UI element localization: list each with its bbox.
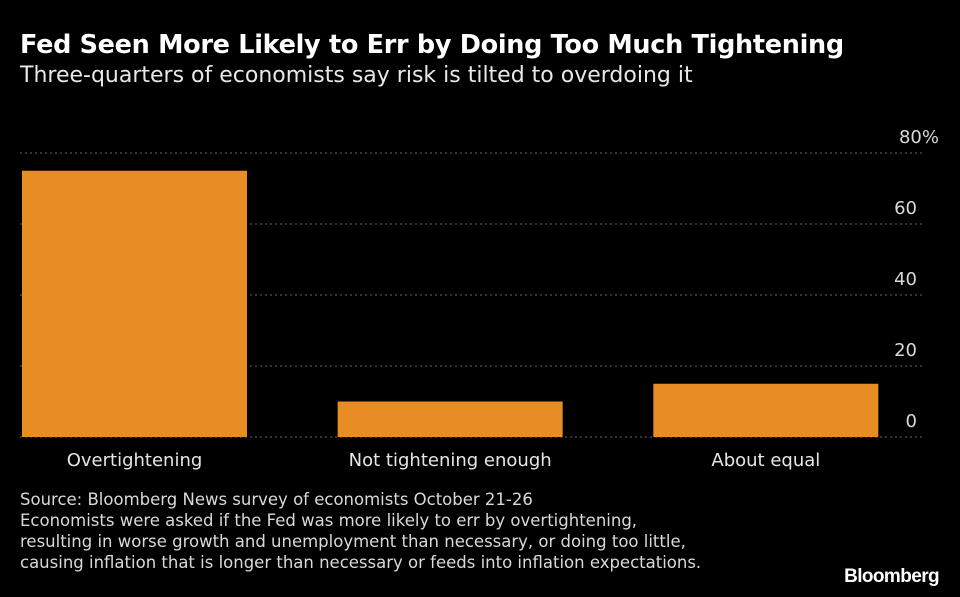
chart-subtitle: Three-quarters of economists say risk is… (20, 63, 693, 88)
footnote-source: Source: Bloomberg News survey of economi… (20, 490, 533, 509)
chart-title: Fed Seen More Likely to Err by Doing Too… (20, 30, 844, 60)
y-tick-label: 20 (894, 340, 917, 361)
y-tick-label: 40 (894, 269, 917, 290)
bar (22, 170, 247, 437)
y-axis-ticks: 0 20 40 60 80% (894, 127, 939, 432)
bars (22, 170, 879, 437)
footnote-line: resulting in worse growth and unemployme… (20, 532, 686, 551)
category-label: Not tightening enough (349, 450, 552, 471)
y-tick-label: 0 (906, 411, 917, 432)
y-tick-label: 80% (899, 127, 939, 148)
bar (337, 401, 563, 437)
bar (653, 383, 879, 437)
footnote: Source: Bloomberg News survey of economi… (20, 489, 820, 573)
category-label: About equal (711, 450, 820, 471)
footnote-line: Economists were asked if the Fed was mor… (20, 511, 638, 530)
footnote-line: causing inflation that is longer than ne… (20, 553, 702, 572)
y-tick-label: 60 (894, 198, 917, 219)
bloomberg-logo: Bloomberg (844, 566, 939, 587)
category-label: Overtightening (67, 450, 203, 471)
bar-chart: 0 20 40 60 80% Overtightening Not tightening … (20, 127, 939, 471)
x-axis-categories: Overtightening Not tightening enough About… (67, 450, 821, 471)
